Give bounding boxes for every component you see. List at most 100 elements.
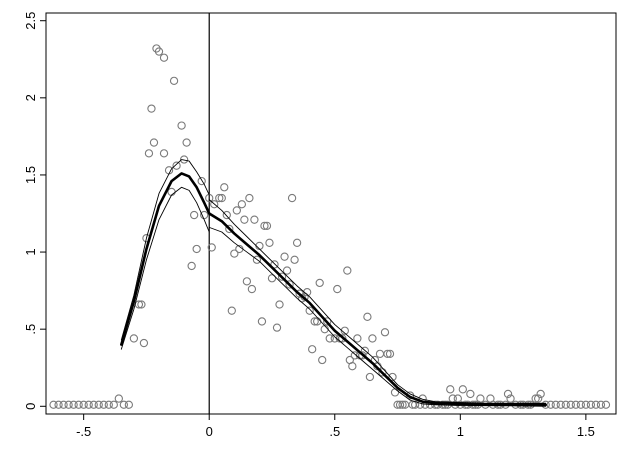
scatter-point bbox=[225, 224, 234, 234]
scatter-point bbox=[114, 394, 123, 403]
scatter-point bbox=[591, 400, 601, 409]
scatter-point bbox=[571, 400, 580, 409]
scatter-point bbox=[94, 400, 103, 409]
scatter-point bbox=[192, 244, 201, 254]
scatter-point bbox=[325, 334, 334, 343]
scatter-point bbox=[169, 76, 179, 86]
scatter-point bbox=[581, 400, 591, 409]
scatter-point bbox=[147, 104, 156, 113]
scatter-point bbox=[566, 400, 575, 409]
x-tick-label: 1 bbox=[457, 424, 464, 439]
x-tick-label: -.5 bbox=[76, 424, 91, 439]
scatter-point bbox=[59, 400, 68, 409]
scatter-point bbox=[265, 238, 274, 247]
scatter-point bbox=[383, 349, 392, 358]
scatter-point bbox=[210, 200, 219, 209]
scatter-point bbox=[466, 389, 475, 399]
scatter-point bbox=[506, 394, 515, 403]
scatter-point bbox=[109, 400, 118, 409]
scatter-point bbox=[292, 238, 302, 247]
scatter-point bbox=[260, 221, 269, 230]
scatter-point bbox=[197, 176, 206, 186]
scatter-point bbox=[410, 400, 420, 409]
series-line-fit-left bbox=[120, 172, 211, 346]
scatter-point bbox=[534, 394, 543, 403]
scatter-point bbox=[576, 400, 585, 409]
scatter-point bbox=[172, 161, 181, 170]
scatter-point bbox=[250, 215, 259, 224]
scatter-point bbox=[323, 317, 332, 326]
scatter-point bbox=[230, 249, 239, 258]
series-line-ci-right-lower bbox=[208, 226, 547, 407]
scatter-point bbox=[252, 255, 262, 264]
scatter-point bbox=[144, 149, 154, 158]
x-tick-label: 0 bbox=[206, 424, 213, 439]
scatter-point bbox=[227, 306, 236, 315]
y-tick-label: 1 bbox=[23, 248, 38, 255]
scatter-point bbox=[222, 210, 231, 220]
x-tick-label: 1.5 bbox=[577, 424, 595, 439]
scatter-point bbox=[398, 400, 407, 409]
scatter-point bbox=[280, 252, 289, 261]
scatter-point bbox=[358, 351, 367, 360]
series-line-ci-left-upper bbox=[120, 159, 210, 341]
scatter-point bbox=[285, 280, 294, 289]
scatter-point bbox=[353, 334, 362, 343]
scatter-point bbox=[287, 193, 297, 203]
scatter-point bbox=[270, 260, 279, 269]
scatter-point bbox=[308, 345, 317, 354]
scatter-point bbox=[272, 323, 282, 332]
scatter-point bbox=[99, 400, 108, 409]
scatter-point bbox=[340, 326, 349, 335]
plot-frame bbox=[45, 12, 617, 415]
scatter-point bbox=[390, 388, 400, 397]
y-tick-label: 2.5 bbox=[23, 12, 38, 30]
scatter-point bbox=[458, 385, 467, 394]
scatter-point bbox=[360, 346, 370, 355]
scatter-point bbox=[267, 274, 277, 283]
scatter-point bbox=[277, 272, 287, 281]
scatter-point bbox=[137, 300, 146, 309]
scatter-point bbox=[290, 255, 299, 264]
scatter-point bbox=[129, 334, 139, 343]
scatter-point bbox=[215, 193, 224, 203]
y-tick-label: .5 bbox=[23, 324, 38, 335]
scatter-point bbox=[338, 334, 347, 343]
scatter-point bbox=[207, 243, 216, 252]
scatter-point bbox=[149, 138, 159, 147]
scatter-point bbox=[187, 261, 196, 271]
scatter-point bbox=[49, 400, 58, 409]
scatter-point bbox=[315, 278, 324, 288]
series-line-ci-left-lower bbox=[120, 186, 210, 350]
scatter-point bbox=[275, 300, 284, 309]
scatter-point bbox=[561, 400, 570, 409]
scatter-point bbox=[262, 221, 272, 230]
y-tick-label: 1.5 bbox=[23, 166, 38, 184]
scatter-point bbox=[104, 400, 113, 409]
scatter-point bbox=[257, 317, 267, 326]
scatter-point bbox=[242, 277, 252, 286]
scatter-point bbox=[177, 121, 186, 130]
scatter-point bbox=[310, 317, 319, 326]
scatter-point bbox=[368, 334, 377, 343]
scatter-point bbox=[343, 266, 352, 275]
scatter-point bbox=[159, 149, 169, 158]
scatter-point bbox=[89, 400, 98, 409]
scatter-point bbox=[282, 266, 292, 275]
scatter-point bbox=[139, 338, 149, 348]
scatter-point bbox=[159, 53, 169, 62]
scatter-point bbox=[232, 206, 241, 215]
series-line-fit-right bbox=[207, 212, 547, 407]
scatter-point bbox=[601, 400, 611, 409]
scatter-point bbox=[74, 400, 83, 409]
scatter-point bbox=[189, 210, 199, 220]
scatter-point bbox=[363, 312, 372, 321]
scatter-point bbox=[380, 328, 390, 337]
scatter-point bbox=[245, 193, 254, 203]
scatter-series bbox=[49, 44, 611, 409]
scatter-point bbox=[536, 389, 545, 399]
scatter-point bbox=[79, 400, 88, 409]
scatter-point bbox=[388, 372, 397, 382]
